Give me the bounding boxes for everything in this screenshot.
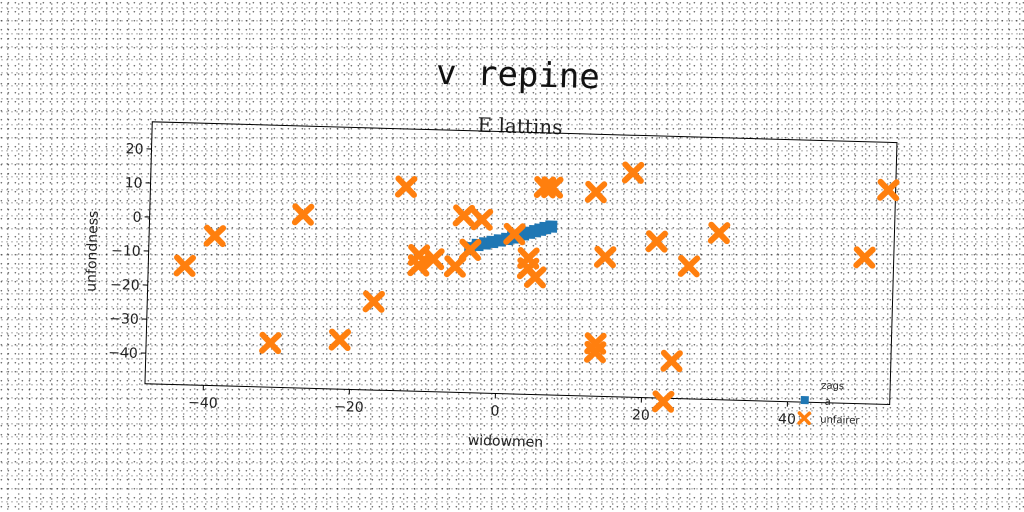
y-tick-label-1: 10	[124, 175, 142, 191]
point-unfairer-8	[407, 254, 430, 277]
point-unfairer-12	[458, 238, 482, 262]
point-unfairer-11	[452, 204, 476, 227]
point-unfairer-25	[645, 230, 668, 253]
y-tick-label-5: −30	[109, 311, 139, 328]
y-tick-label-2: 0	[132, 210, 141, 226]
y-tick-label-3: −10	[111, 243, 141, 260]
y-tick-label-4: −20	[110, 277, 140, 294]
point-unfairer-17	[523, 265, 547, 289]
data-marks	[173, 161, 900, 413]
chart-subtitle: E lattins	[477, 113, 563, 139]
x-axis: −40 −20 0 20 40	[188, 385, 796, 428]
point-unfairer-9	[422, 247, 445, 271]
y-axis-label: unfondness	[84, 210, 102, 291]
point-unfairer-1	[203, 224, 227, 248]
legend: zags a unfairer	[797, 381, 860, 427]
point-unfairer-3	[291, 203, 315, 226]
point-unfairer-2	[259, 331, 282, 355]
legend-marker-unfairer	[797, 411, 812, 426]
point-unfairer-13	[470, 208, 494, 231]
point-unfairer-14	[503, 222, 526, 246]
legend-label-a: a	[825, 397, 831, 408]
point-unfairer-4	[328, 328, 352, 352]
point-unfairer-29	[707, 221, 731, 245]
legend-marker-a	[800, 396, 809, 405]
point-unfairer-23	[593, 245, 617, 269]
point-a-13	[545, 220, 558, 233]
point-unfairer-27	[660, 349, 683, 373]
x-tick-label-1: −20	[334, 399, 364, 416]
point-unfairer-31	[877, 178, 900, 202]
point-unfairer-22	[583, 340, 607, 364]
point-unfairer-10	[443, 255, 467, 278]
point-unfairer-0	[173, 254, 197, 277]
point-unfairer-20	[584, 180, 608, 204]
x-axis-label: widowmen	[468, 433, 544, 451]
plot-frame	[144, 121, 898, 406]
point-unfairer-28	[677, 254, 701, 278]
x-tick-label-2: 0	[490, 403, 499, 419]
x-tick-label-3: 20	[632, 407, 650, 423]
x-tick-label-4: 40	[778, 411, 796, 427]
point-unfairer-24	[621, 161, 645, 184]
plot-area: −40 −20 0 20 40 20 10 0 −10 −20 −30 −40 widowmen u…	[84, 121, 900, 451]
x-tick-label-0: −40	[188, 395, 218, 412]
legend-label-unfairer: unfairer	[820, 415, 860, 427]
y-tick-label-6: −40	[108, 345, 138, 362]
point-unfairer-6	[394, 175, 418, 198]
chart-title: v repine	[436, 53, 601, 98]
point-unfairer-30	[853, 246, 876, 269]
legend-title: zags	[821, 381, 844, 393]
point-unfairer-5	[362, 290, 385, 313]
point-unfairer-26	[652, 390, 675, 413]
point-unfairer-19	[541, 176, 564, 199]
y-tick-label-0: 20	[125, 141, 143, 157]
y-axis: 20 10 0 −10 −20 −30 −40	[108, 141, 152, 362]
